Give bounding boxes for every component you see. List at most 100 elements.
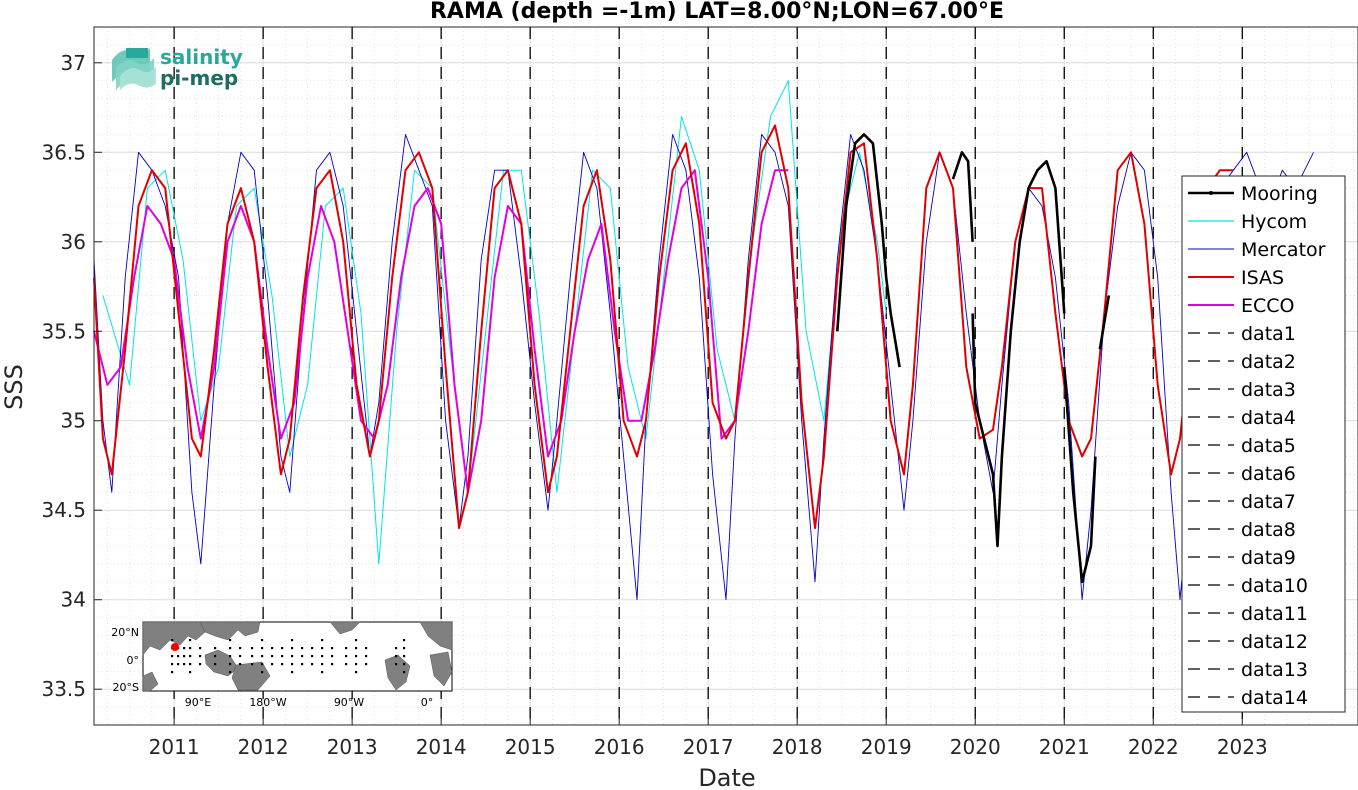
legend-label-ecco: ECCO bbox=[1241, 295, 1295, 317]
map-buoy-dot bbox=[345, 647, 348, 650]
map-buoy-dot bbox=[355, 639, 358, 642]
map-buoy-dot bbox=[199, 655, 202, 658]
x-tick-label: 2023 bbox=[1217, 735, 1268, 759]
legend-label-isas: ISAS bbox=[1241, 267, 1284, 289]
map-buoy-dot bbox=[171, 671, 174, 674]
map-buoy-dot bbox=[229, 639, 232, 642]
map-land-shape bbox=[329, 621, 361, 635]
map-buoy-dot bbox=[239, 663, 242, 666]
map-buoy-dot bbox=[271, 655, 274, 658]
legend-label-data5: data5 bbox=[1241, 435, 1296, 457]
legend-label-data3: data3 bbox=[1241, 379, 1296, 401]
map-buoy-dot bbox=[189, 663, 192, 666]
map-buoy-dot bbox=[301, 655, 304, 658]
y-tick-label: 37 bbox=[61, 51, 86, 75]
map-lat-label-20n: 20°N bbox=[111, 626, 139, 639]
map-buoy-dot bbox=[171, 639, 174, 642]
map-buoy-dot bbox=[365, 655, 368, 658]
legend-items: Mooring Hycom Mercator ISAS ECCO data1 data2 da… bbox=[1188, 183, 1326, 709]
series-line-mooring bbox=[951, 151, 974, 242]
legend-label-data9: data9 bbox=[1241, 547, 1296, 569]
chart-legend: Mooring Hycom Mercator ISAS ECCO data1 data2 da… bbox=[1181, 175, 1346, 713]
y-tick-label: 34.5 bbox=[41, 498, 86, 522]
map-buoy-dot bbox=[281, 655, 284, 658]
y-tick-label: 33.5 bbox=[41, 677, 86, 701]
map-land-shape bbox=[231, 661, 271, 691]
map-buoy-dot bbox=[301, 647, 304, 650]
map-buoy-dot bbox=[171, 663, 174, 666]
map-buoy-dot bbox=[321, 639, 324, 642]
map-buoy-dot bbox=[229, 647, 232, 650]
map-lon-label-180w: 180°W bbox=[249, 696, 286, 709]
map-buoy-dot bbox=[331, 655, 334, 658]
map-buoy-dot bbox=[239, 655, 242, 658]
series-line-mooring bbox=[836, 133, 888, 332]
logo-line2: pi-mep bbox=[160, 66, 238, 90]
map-buoy-dot bbox=[355, 655, 358, 658]
x-tick-label: 2011 bbox=[149, 735, 200, 759]
station-location-marker bbox=[171, 643, 179, 651]
map-buoy-dot bbox=[183, 655, 186, 658]
map-land-shape bbox=[419, 621, 453, 651]
legend-label-data7: data7 bbox=[1241, 491, 1296, 513]
map-buoy-dot bbox=[183, 663, 186, 666]
map-lat-label-20s: 20°S bbox=[113, 681, 139, 694]
map-buoy-dot bbox=[251, 663, 254, 666]
map-buoy-dot bbox=[311, 655, 314, 658]
legend-label-data12: data12 bbox=[1241, 631, 1308, 653]
map-buoy-dot bbox=[321, 647, 324, 650]
x-tick-label: 2014 bbox=[416, 735, 467, 759]
legend-label-mercator: Mercator bbox=[1241, 239, 1326, 261]
series-line-mooring bbox=[971, 159, 1066, 548]
map-lon-label-0: 0° bbox=[421, 696, 434, 709]
series-layer bbox=[93, 80, 1314, 601]
legend-label-hycom: Hycom bbox=[1241, 211, 1307, 233]
map-lon-label-90e: 90°E bbox=[185, 696, 211, 709]
map-buoy-dot bbox=[321, 655, 324, 658]
map-buoy-dot bbox=[291, 639, 294, 642]
map-buoy-dot bbox=[331, 647, 334, 650]
map-buoy-dot bbox=[214, 663, 217, 666]
legend-label-data11: data11 bbox=[1241, 603, 1308, 625]
map-buoy-dot bbox=[281, 663, 284, 666]
map-buoy-dot bbox=[281, 647, 284, 650]
series-line-isas bbox=[93, 124, 1234, 530]
y-tick-label: 34 bbox=[61, 588, 86, 612]
map-buoy-dot bbox=[189, 671, 192, 674]
x-tick-label: 2016 bbox=[594, 735, 645, 759]
map-buoy-dot bbox=[291, 671, 294, 674]
series-line-mooring bbox=[1098, 295, 1111, 350]
map-buoy-dot bbox=[355, 647, 358, 650]
legend-marker-mooring bbox=[1209, 191, 1213, 195]
map-buoy-dot bbox=[321, 663, 324, 666]
x-tick-label: 2013 bbox=[327, 735, 378, 759]
map-land-shape bbox=[429, 651, 453, 687]
map-buoy-dot bbox=[171, 655, 174, 658]
map-buoy-dot bbox=[177, 655, 180, 658]
legend-label-data10: data10 bbox=[1241, 575, 1308, 597]
y-tick-label: 35.5 bbox=[41, 319, 86, 343]
series-line-mooring bbox=[1063, 367, 1097, 584]
map-land-shape bbox=[199, 621, 261, 641]
x-tick-label: 2020 bbox=[950, 735, 1001, 759]
map-buoy-dot bbox=[395, 663, 398, 666]
map-buoy-dot bbox=[403, 647, 406, 650]
map-buoy-dot bbox=[239, 647, 242, 650]
map-buoy-dot bbox=[365, 663, 368, 666]
x-tick-label: 2018 bbox=[772, 735, 823, 759]
legend-label-data13: data13 bbox=[1241, 659, 1308, 681]
map-buoy-dot bbox=[355, 663, 358, 666]
map-buoy-dot bbox=[403, 663, 406, 666]
salinity-pi-mep-logo: salinity pi-mep bbox=[112, 45, 243, 90]
legend-box bbox=[1181, 175, 1346, 713]
logo-waves-icon bbox=[112, 48, 156, 90]
x-tick-label: 2022 bbox=[1128, 735, 1179, 759]
map-buoy-markers bbox=[171, 639, 406, 674]
map-buoy-dot bbox=[261, 671, 264, 674]
map-buoy-dot bbox=[403, 655, 406, 658]
map-buoy-dot bbox=[261, 655, 264, 658]
map-buoy-dot bbox=[291, 647, 294, 650]
map-buoy-dot bbox=[251, 655, 254, 658]
map-land-shape bbox=[142, 671, 159, 692]
series-line-mooring bbox=[884, 277, 901, 368]
